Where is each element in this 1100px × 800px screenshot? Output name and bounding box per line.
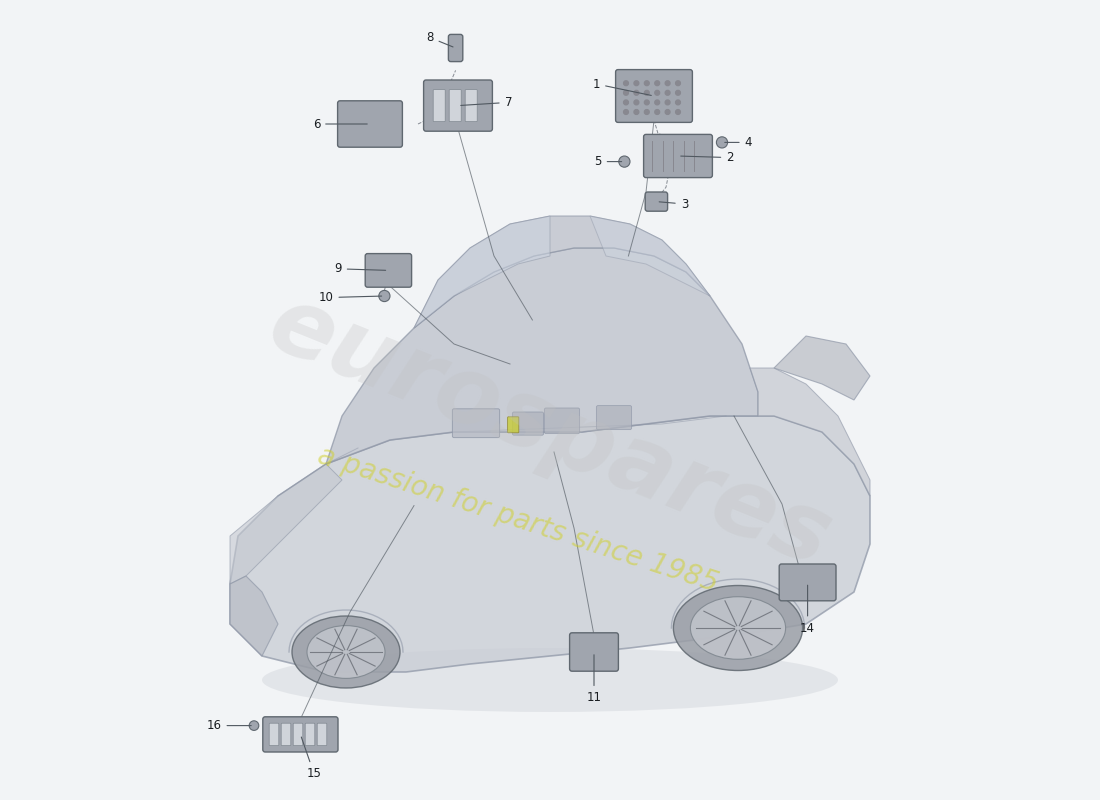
Circle shape: [666, 110, 670, 114]
Circle shape: [654, 90, 660, 95]
Text: 11: 11: [586, 654, 602, 704]
Polygon shape: [230, 416, 870, 672]
Circle shape: [666, 100, 670, 105]
Text: a passion for parts since 1985: a passion for parts since 1985: [315, 442, 722, 598]
FancyBboxPatch shape: [263, 717, 338, 752]
Ellipse shape: [307, 626, 385, 678]
FancyBboxPatch shape: [305, 723, 315, 746]
Text: 4: 4: [725, 136, 752, 149]
Polygon shape: [326, 248, 758, 464]
Ellipse shape: [691, 597, 785, 659]
Text: 6: 6: [312, 118, 367, 130]
Circle shape: [654, 81, 660, 86]
FancyBboxPatch shape: [596, 406, 631, 430]
Text: 10: 10: [319, 291, 382, 304]
Circle shape: [624, 110, 628, 114]
FancyBboxPatch shape: [616, 70, 692, 122]
FancyBboxPatch shape: [270, 723, 278, 746]
Circle shape: [716, 137, 727, 148]
Text: 15: 15: [301, 737, 321, 780]
Circle shape: [250, 721, 258, 730]
Ellipse shape: [292, 616, 400, 688]
Circle shape: [624, 90, 628, 95]
Circle shape: [675, 90, 681, 95]
Polygon shape: [230, 464, 342, 584]
Polygon shape: [414, 216, 550, 328]
Circle shape: [675, 100, 681, 105]
FancyBboxPatch shape: [433, 90, 446, 122]
FancyBboxPatch shape: [449, 34, 463, 62]
Circle shape: [378, 290, 390, 302]
FancyBboxPatch shape: [646, 192, 668, 211]
Circle shape: [666, 81, 670, 86]
FancyBboxPatch shape: [338, 101, 403, 147]
Text: 9: 9: [334, 262, 386, 275]
FancyBboxPatch shape: [779, 564, 836, 601]
Ellipse shape: [673, 586, 803, 670]
Text: 5: 5: [594, 155, 621, 168]
Polygon shape: [750, 368, 870, 496]
Circle shape: [619, 156, 630, 167]
Circle shape: [645, 81, 649, 86]
Circle shape: [624, 81, 628, 86]
FancyBboxPatch shape: [513, 412, 543, 435]
FancyBboxPatch shape: [507, 417, 519, 433]
Text: 1: 1: [593, 78, 651, 95]
FancyBboxPatch shape: [465, 90, 477, 122]
Circle shape: [666, 90, 670, 95]
FancyBboxPatch shape: [570, 633, 618, 671]
FancyBboxPatch shape: [644, 134, 713, 178]
FancyBboxPatch shape: [365, 254, 411, 287]
FancyBboxPatch shape: [449, 90, 461, 122]
Polygon shape: [414, 216, 710, 328]
Circle shape: [634, 81, 639, 86]
Ellipse shape: [262, 648, 838, 712]
Circle shape: [624, 100, 628, 105]
Circle shape: [645, 100, 649, 105]
Circle shape: [675, 81, 681, 86]
Circle shape: [634, 90, 639, 95]
Text: 3: 3: [659, 198, 689, 210]
Circle shape: [634, 110, 639, 114]
Circle shape: [645, 90, 649, 95]
FancyBboxPatch shape: [544, 408, 580, 434]
Circle shape: [675, 110, 681, 114]
Text: 8: 8: [427, 31, 453, 47]
FancyBboxPatch shape: [317, 723, 327, 746]
Circle shape: [645, 110, 649, 114]
Text: eurospares: eurospares: [256, 278, 844, 586]
Circle shape: [654, 110, 660, 114]
Text: 14: 14: [800, 585, 815, 634]
Text: 16: 16: [207, 719, 251, 732]
FancyBboxPatch shape: [452, 409, 499, 438]
FancyBboxPatch shape: [282, 723, 290, 746]
Polygon shape: [774, 336, 870, 400]
Text: 2: 2: [681, 151, 734, 164]
Polygon shape: [230, 576, 278, 656]
Polygon shape: [590, 216, 710, 296]
Circle shape: [654, 100, 660, 105]
FancyBboxPatch shape: [294, 723, 302, 746]
Text: 7: 7: [461, 96, 513, 109]
Circle shape: [634, 100, 639, 105]
FancyBboxPatch shape: [424, 80, 493, 131]
